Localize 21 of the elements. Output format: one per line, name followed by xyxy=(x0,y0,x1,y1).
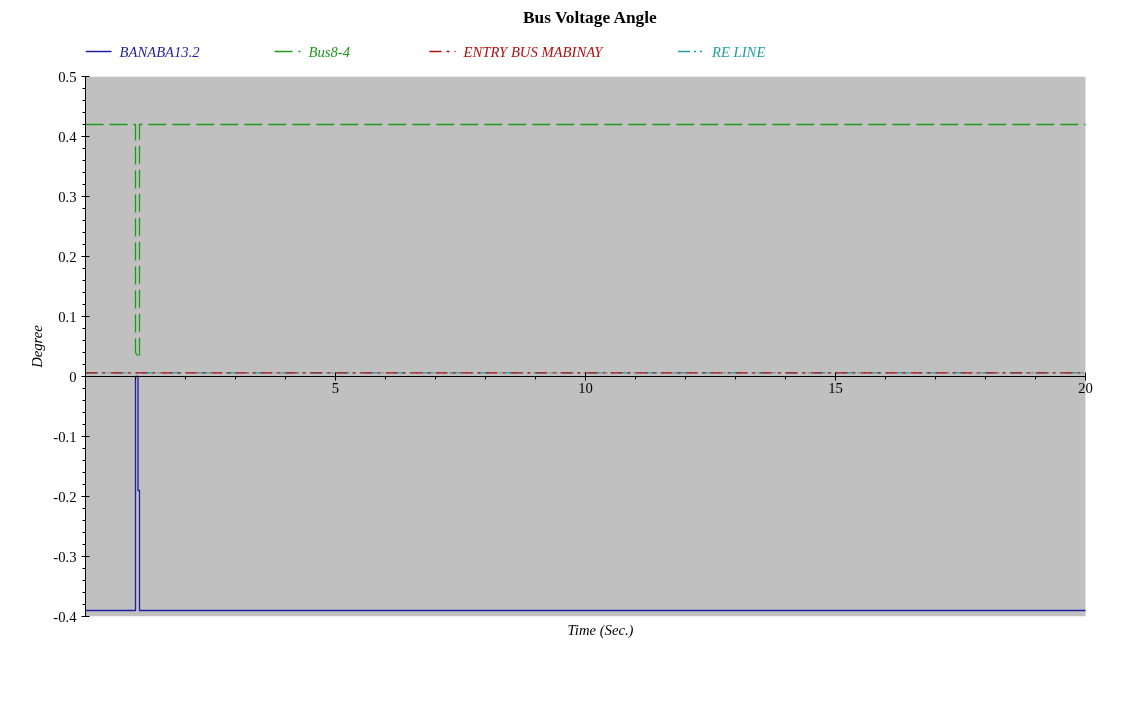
x-tick-label: 15 xyxy=(828,379,843,396)
y-tick-label: -0.3 xyxy=(53,548,77,565)
chart-title: Bus Voltage Angle xyxy=(522,7,658,27)
y-tick-label: 0.3 xyxy=(58,188,77,205)
y-tick-label: -0.2 xyxy=(53,488,77,505)
y-tick-label: 0 xyxy=(69,368,77,385)
y-tick-label: -0.4 xyxy=(53,608,78,625)
legend-label: RE LINE xyxy=(711,43,766,60)
legend-label: Bus8-4 xyxy=(308,43,351,60)
y-axis-title: Degree xyxy=(29,324,46,369)
legend-label: BANABA13.2 xyxy=(119,43,200,60)
x-tick-label: 5 xyxy=(331,379,340,396)
y-tick-label: 0.2 xyxy=(58,248,77,265)
y-tick-label: -0.1 xyxy=(53,428,77,445)
y-tick-label: 0.1 xyxy=(58,308,77,325)
x-tick-label: 10 xyxy=(578,379,593,396)
x-axis-title: Time (Sec.) xyxy=(567,621,634,639)
y-tick-label: 0.5 xyxy=(58,68,77,85)
x-tick-label: 20 xyxy=(1078,379,1093,396)
legend-label: ENTRY BUS MABINAY xyxy=(462,43,605,60)
y-tick-label: 0.4 xyxy=(58,128,78,145)
